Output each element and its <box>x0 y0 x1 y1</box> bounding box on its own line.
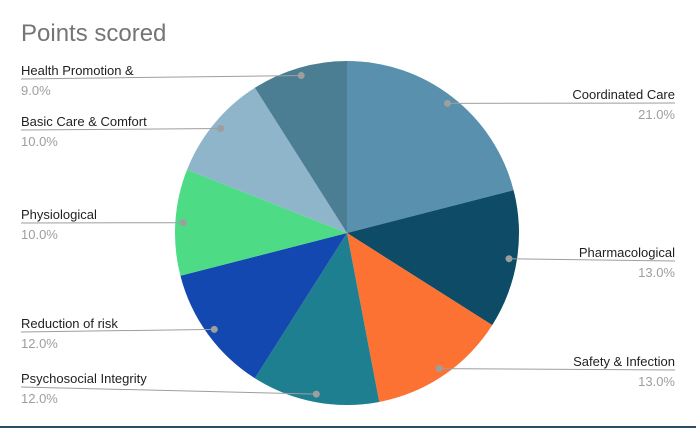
bottom-border <box>0 426 696 428</box>
pie-slice-physiological[interactable] <box>174 169 347 276</box>
leader-dot-psychosocial-integrity <box>312 390 320 398</box>
leader-dot-basic-care-comfort <box>217 125 225 132</box>
leader-line-psychosocial-integrity <box>20 386 317 395</box>
pie-slice-coordinated-care[interactable] <box>347 60 514 233</box>
leader-dot-reduction-of-risk <box>210 325 218 333</box>
pie-slice-health-promotion[interactable] <box>254 61 347 233</box>
leader-line-safety-infection <box>439 368 676 371</box>
leader-line-health-promotion <box>20 75 302 80</box>
leader-dot-physiological <box>179 219 187 227</box>
pie-slice-psychosocial-integrity[interactable] <box>254 233 380 405</box>
leader-line-basic-care-comfort <box>20 128 221 131</box>
leader-dot-pharmacological <box>505 255 513 263</box>
leader-dot-safety-infection <box>435 365 443 373</box>
pie-slice-safety-infection[interactable] <box>347 233 493 402</box>
pie-slice-reduction-of-risk[interactable] <box>180 233 347 379</box>
pie-slice-basic-care-comfort[interactable] <box>187 87 347 233</box>
chart-title: Points scored <box>21 20 167 47</box>
leader-dot-health-promotion <box>297 72 305 79</box>
leader-dot-coordinated-care <box>444 99 451 107</box>
leader-line-pharmacological <box>508 258 676 262</box>
pie-slice-pharmacological[interactable] <box>347 190 520 326</box>
leader-line-reduction-of-risk <box>20 328 215 333</box>
